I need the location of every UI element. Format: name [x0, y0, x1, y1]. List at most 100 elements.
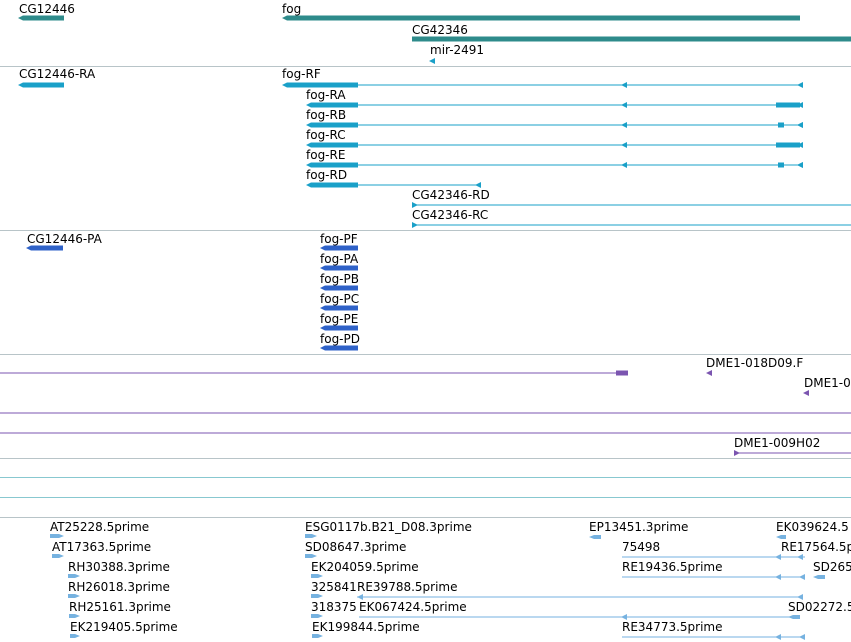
protein-feature[interactable]: [320, 345, 358, 351]
est-label[interactable]: AT25228.5prime: [50, 520, 150, 534]
est-label[interactable]: RH25161.3prime: [69, 600, 171, 614]
est-marker: [797, 554, 803, 560]
strand-arrow: [621, 102, 627, 108]
protein-label[interactable]: CG12446-PA: [27, 232, 102, 246]
strand-arrow: [621, 122, 627, 128]
protein-label[interactable]: fog-PE: [320, 312, 359, 326]
est-label[interactable]: RH30388.3prime: [68, 560, 170, 574]
transcript-label[interactable]: CG42346-RD: [412, 188, 490, 202]
transcript-label[interactable]: fog-RB: [306, 108, 347, 122]
transcript-label[interactable]: fog-RA: [306, 88, 346, 102]
transcript-label[interactable]: fog-RC: [306, 128, 346, 142]
clone-label[interactable]: DME1-009H02: [734, 436, 821, 450]
transcript-exon[interactable]: [282, 82, 358, 88]
est-feature[interactable]: [52, 554, 64, 558]
transcript-label[interactable]: fog-RE: [306, 148, 346, 162]
est-feature[interactable]: [311, 574, 323, 578]
est-feature[interactable]: [50, 534, 64, 538]
est-marker: [775, 634, 781, 640]
est-feature[interactable]: [813, 575, 825, 579]
track-separator: [0, 477, 851, 478]
est-feature[interactable]: [69, 614, 80, 618]
gene-label[interactable]: fog: [282, 2, 302, 16]
est-feature[interactable]: [311, 594, 323, 598]
transcript-exon[interactable]: [306, 142, 358, 148]
est-feature[interactable]: [68, 594, 80, 598]
clone-label[interactable]: DME1-018D09.F: [706, 356, 804, 370]
clone-marker: [734, 450, 740, 456]
gene-label[interactable]: mir-2491: [430, 43, 485, 57]
protein-feature[interactable]: [320, 265, 358, 271]
transcript-exon[interactable]: [776, 142, 800, 148]
est-label[interactable]: SD02272.5: [788, 600, 851, 614]
protein-label[interactable]: fog-PA: [320, 252, 359, 266]
est-label[interactable]: RH26018.3prime: [68, 580, 170, 594]
protein-label[interactable]: fog-PB: [320, 272, 359, 286]
gene-label[interactable]: CG12446: [19, 2, 75, 16]
protein-feature[interactable]: [320, 305, 358, 311]
est-label[interactable]: EK219405.5prime: [70, 620, 178, 634]
gene-feature-CG12446[interactable]: [18, 15, 64, 21]
protein-feature[interactable]: [320, 325, 358, 331]
protein-feature[interactable]: [320, 285, 358, 291]
est-label[interactable]: RE19436.5prime: [622, 560, 723, 574]
est-feature[interactable]: [788, 615, 800, 619]
est-feature[interactable]: [305, 534, 317, 538]
strand-arrow: [412, 202, 418, 208]
transcript-exon[interactable]: [776, 102, 800, 108]
est-feature[interactable]: [70, 634, 80, 638]
protein-label[interactable]: fog-PD: [320, 332, 360, 346]
transcript-label[interactable]: fog-RD: [306, 168, 348, 182]
transcript-exon[interactable]: [306, 162, 358, 168]
est-label[interactable]: RE34773.5prime: [622, 620, 723, 634]
transcript-label[interactable]: CG42346-RC: [412, 208, 489, 222]
est-feature[interactable]: [589, 535, 601, 539]
transcript-exon[interactable]: [778, 162, 784, 168]
est-feature[interactable]: [305, 554, 317, 558]
est-label[interactable]: AT17363.5prime: [52, 540, 152, 554]
protein-label[interactable]: fog-PC: [320, 292, 360, 306]
est-label[interactable]: EK199844.5prime: [312, 620, 420, 634]
est-label[interactable]: ESG0117b.B21_D08.3prime: [305, 520, 472, 534]
clone-marker: [803, 390, 809, 396]
strand-arrow: [797, 142, 803, 148]
gene-feature-fog[interactable]: [282, 15, 800, 21]
est-marker: [799, 574, 805, 580]
est-label[interactable]: EK067424.5prime: [359, 600, 467, 614]
track-separator: [0, 354, 851, 355]
est-feature[interactable]: [312, 634, 323, 638]
track-separator: [0, 66, 851, 67]
est-feature[interactable]: [776, 535, 786, 539]
transcript-exon[interactable]: [306, 102, 358, 108]
transcript-exon[interactable]: [778, 122, 784, 128]
est-feature[interactable]: [68, 574, 80, 578]
protein-feature[interactable]: [320, 245, 358, 251]
est-label[interactable]: EK204059.5prime: [311, 560, 419, 574]
strand-arrow: [621, 162, 627, 168]
transcript-exon[interactable]: [306, 182, 358, 188]
est-label[interactable]: SD08647.3prime: [305, 540, 407, 554]
transcript-feature[interactable]: [18, 82, 64, 88]
strand-arrow: [621, 82, 627, 88]
est-label[interactable]: EP13451.3prime: [589, 520, 689, 534]
est-label[interactable]: EK039624.5: [776, 520, 849, 534]
gene-feature-CG42346[interactable]: [412, 36, 851, 42]
transcript-label[interactable]: fog-RF: [282, 67, 321, 81]
transcript-label[interactable]: CG12446-RA: [19, 67, 96, 81]
track-separator: [0, 458, 851, 459]
gene-label[interactable]: CG42346: [412, 23, 468, 37]
est-label[interactable]: RE39788.5prime: [357, 580, 458, 594]
est-label[interactable]: 325841: [311, 580, 357, 594]
clone-end[interactable]: [616, 370, 628, 376]
est-label[interactable]: 318375: [311, 600, 357, 614]
est-label[interactable]: 75498: [622, 540, 661, 554]
protein-feature[interactable]: [26, 245, 63, 251]
transcript-exon[interactable]: [306, 122, 358, 128]
est-label[interactable]: RE17564.5p: [781, 540, 851, 554]
track-separator: [0, 517, 851, 518]
est-label[interactable]: SD265: [813, 560, 851, 574]
protein-label[interactable]: fog-PF: [320, 232, 358, 246]
clone-label[interactable]: DME1-0: [804, 376, 851, 390]
est-feature[interactable]: [311, 614, 323, 618]
